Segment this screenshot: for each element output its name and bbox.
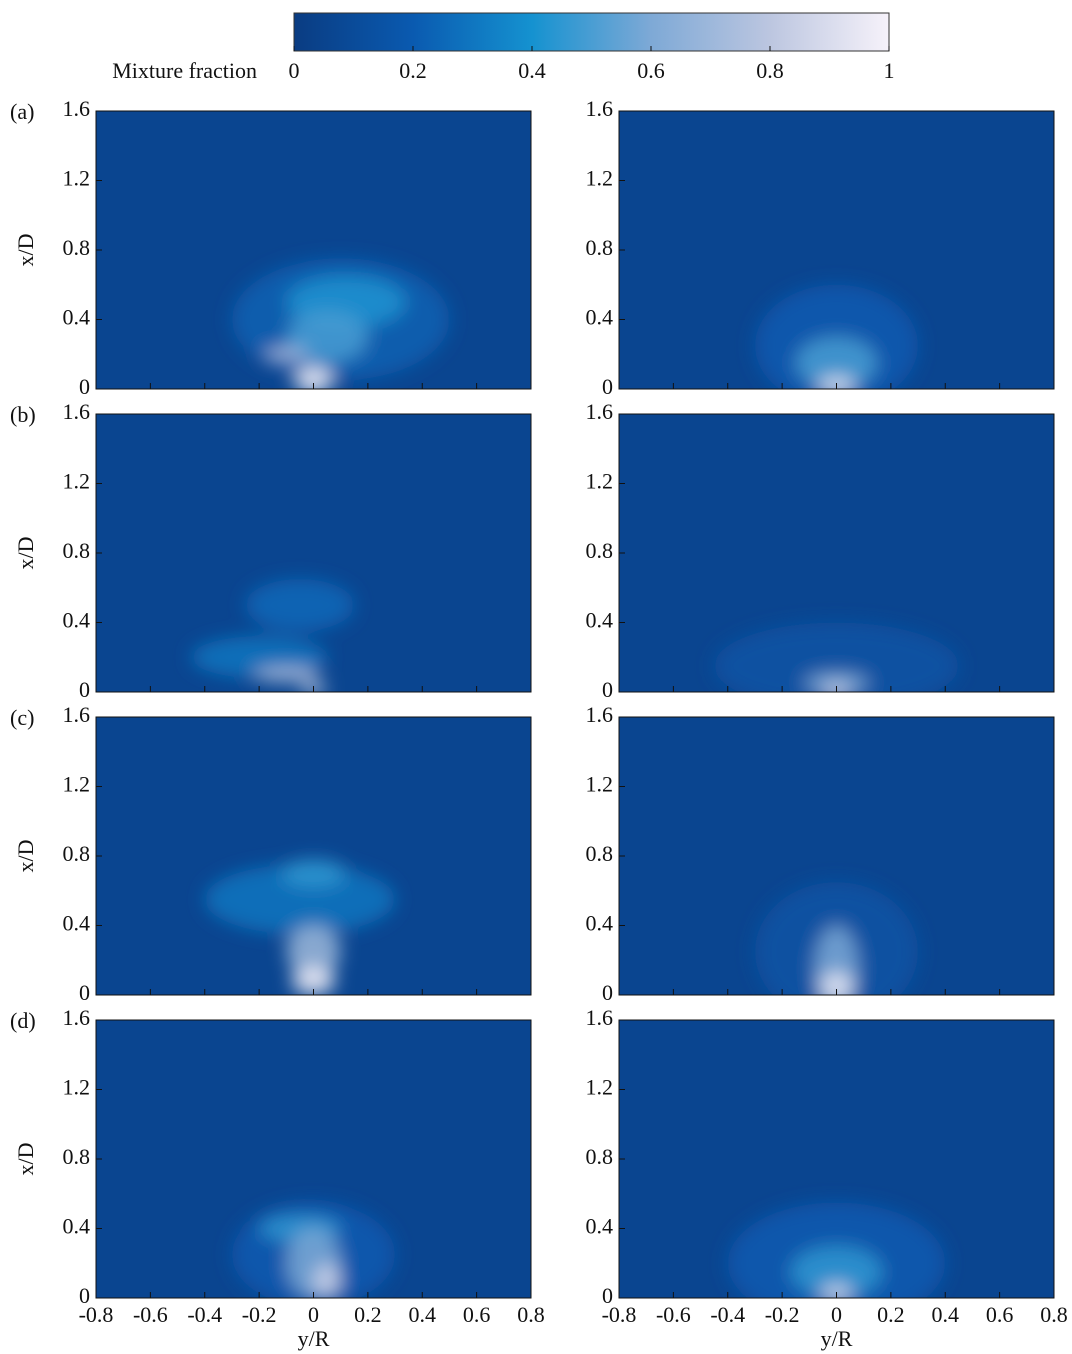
y-tick-label: 1.2 <box>63 1075 91 1100</box>
y-tick-label: 0 <box>602 374 613 399</box>
y-tick-label: 0.4 <box>586 608 614 633</box>
y-tick-label: 1.6 <box>63 399 91 424</box>
y-tick-label: 1.2 <box>586 166 614 191</box>
y-tick-label: 0.8 <box>63 1144 91 1169</box>
y-tick-label: 1.6 <box>63 1005 91 1030</box>
plume-blob <box>246 579 355 631</box>
y-tick-label: 1.6 <box>586 399 614 424</box>
y-tick-label: 0.8 <box>586 1144 614 1169</box>
x-tick-label: -0.8 <box>79 1302 114 1327</box>
x-tick-label: 0.6 <box>986 1302 1014 1327</box>
colorbar-tick-label: 0.8 <box>756 58 784 83</box>
plume-blob <box>815 926 859 1013</box>
x-tick-label: 0.6 <box>463 1302 491 1327</box>
contour-field <box>619 1020 1054 1324</box>
y-tick-label: 1.2 <box>586 469 614 494</box>
y-tick-label: 1.2 <box>63 469 91 494</box>
plume-blob <box>254 668 319 682</box>
colorbar-title: Mixture fraction <box>112 58 257 83</box>
x-tick-label: -0.4 <box>187 1302 222 1327</box>
y-tick-label: 0.4 <box>586 305 614 330</box>
y-tick-label: 1.6 <box>586 1005 614 1030</box>
plume-blob <box>714 623 959 710</box>
y-tick-label: 0.4 <box>63 1214 91 1239</box>
y-tick-label: 0 <box>602 980 613 1005</box>
y-tick-label: 0.4 <box>586 1214 614 1239</box>
x-tick-label: 0.4 <box>932 1302 960 1327</box>
panel-label: (a) <box>10 99 34 124</box>
x-tick-label: 0.2 <box>877 1302 905 1327</box>
y-tick-label: 0 <box>79 980 90 1005</box>
x-tick-label: 0 <box>308 1302 319 1327</box>
y-tick-label: 1.2 <box>63 166 91 191</box>
panel-label: (c) <box>10 705 34 730</box>
colorbar-tick-label: 0.4 <box>518 58 546 83</box>
x-tick-label: 0 <box>831 1302 842 1327</box>
y-tick-label: 1.6 <box>586 96 614 121</box>
plume <box>232 1202 395 1306</box>
x-tick-label: -0.8 <box>602 1302 637 1327</box>
plume <box>755 882 918 1021</box>
contour-field <box>96 717 531 995</box>
colorbar <box>294 13 889 51</box>
contour-field <box>619 111 1054 406</box>
y-tick-label: 0.8 <box>586 235 614 260</box>
x-axis-label: y/R <box>821 1326 853 1351</box>
x-tick-label: 0.8 <box>1040 1302 1068 1327</box>
plume-blob <box>265 349 309 359</box>
y-tick-label: 0.8 <box>586 841 614 866</box>
x-tick-label: 0.8 <box>517 1302 545 1327</box>
y-axis-label: x/D <box>13 840 38 873</box>
y-tick-label: 0.8 <box>63 841 91 866</box>
y-tick-label: 0.4 <box>63 608 91 633</box>
contour-field <box>96 1020 531 1307</box>
y-tick-label: 0.4 <box>63 305 91 330</box>
plume-blob <box>281 859 346 887</box>
y-tick-label: 1.6 <box>586 702 614 727</box>
contour-field <box>619 717 1054 1021</box>
y-tick-label: 0.8 <box>63 538 91 563</box>
y-tick-label: 0 <box>79 374 90 399</box>
panel-label: (d) <box>10 1008 36 1033</box>
plume <box>714 623 959 710</box>
figure: Mixture fraction 0 0.2 0.4 0.6 0.8 1 0 0.4 0.8 1.2… <box>0 0 1072 1354</box>
y-tick-label: 0.8 <box>63 235 91 260</box>
colorbar-tick-label: 0 <box>289 58 300 83</box>
x-axis-label: y/R <box>298 1326 330 1351</box>
colorbar-tick-label: 0.6 <box>637 58 665 83</box>
plume-blob <box>294 366 332 394</box>
x-tick-label: -0.4 <box>710 1302 745 1327</box>
plume-blob <box>314 1263 341 1298</box>
y-tick-label: 0 <box>602 677 613 702</box>
y-axis-label: x/D <box>13 234 38 267</box>
contour-field <box>96 111 531 394</box>
y-tick-label: 1.2 <box>63 772 91 797</box>
x-tick-label: -0.2 <box>765 1302 800 1327</box>
contour-field <box>619 414 1054 709</box>
y-tick-label: 1.2 <box>586 772 614 797</box>
plume-blob <box>820 972 853 1000</box>
x-tick-label: 0.2 <box>354 1302 382 1327</box>
x-tick-label: 0.4 <box>409 1302 437 1327</box>
y-tick-label: 1.6 <box>63 96 91 121</box>
x-tick-label: -0.2 <box>242 1302 277 1327</box>
colorbar-tick-label: 0.2 <box>399 58 427 83</box>
x-tick-label: -0.6 <box>656 1302 691 1327</box>
y-axis-label: x/D <box>13 537 38 570</box>
contour-field <box>96 414 531 694</box>
colorbar-tick-label: 1 <box>884 58 895 83</box>
y-axis-label: x/D <box>13 1143 38 1176</box>
y-tick-label: 0.8 <box>586 538 614 563</box>
y-tick-label: 1.6 <box>63 702 91 727</box>
x-tick-label: -0.6 <box>133 1302 168 1327</box>
y-tick-label: 0.4 <box>63 911 91 936</box>
y-tick-label: 0.4 <box>586 911 614 936</box>
y-tick-label: 1.2 <box>586 1075 614 1100</box>
y-tick-label: 0 <box>79 677 90 702</box>
panel-label: (b) <box>10 402 36 427</box>
